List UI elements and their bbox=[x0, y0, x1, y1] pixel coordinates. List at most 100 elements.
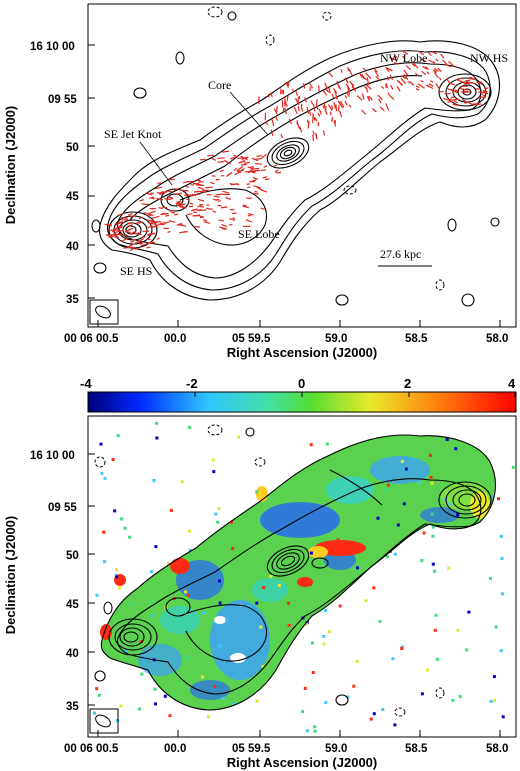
polarization-vector bbox=[274, 169, 279, 173]
polarization-vector bbox=[447, 101, 452, 103]
polarization-vector bbox=[174, 213, 179, 216]
polarization-vector bbox=[115, 233, 123, 236]
bottom-negative-contours bbox=[94, 424, 445, 717]
polarization-vector bbox=[201, 189, 209, 192]
polarization-vector bbox=[364, 85, 368, 90]
polarization-vector bbox=[437, 67, 442, 73]
polarization-vector bbox=[339, 110, 343, 118]
bottom-y-axis-title: Declination (J2000) bbox=[3, 516, 18, 635]
polarization-vector bbox=[435, 58, 439, 62]
label-nw-hs: NW HS bbox=[470, 51, 508, 65]
rm-pixel bbox=[103, 560, 107, 564]
rm-pixel bbox=[324, 701, 328, 705]
polarization-vector bbox=[347, 66, 350, 72]
rm-pixel bbox=[322, 642, 326, 646]
polarization-vector bbox=[158, 192, 163, 195]
polarization-vector bbox=[260, 153, 267, 160]
polarization-vector bbox=[253, 192, 259, 195]
rm-pixel bbox=[218, 644, 222, 648]
polarization-vector bbox=[409, 81, 415, 86]
rm-pixel bbox=[111, 458, 115, 461]
polarization-vector bbox=[322, 90, 328, 96]
rm-pixel bbox=[420, 692, 424, 696]
rm-pixel bbox=[417, 481, 421, 485]
rm-pixel bbox=[188, 425, 192, 429]
rm-pixel bbox=[269, 574, 273, 578]
polarization-vector bbox=[440, 53, 445, 59]
polarization-vector bbox=[221, 223, 228, 228]
polarization-vector bbox=[233, 167, 238, 172]
polarization-vector bbox=[438, 77, 442, 81]
polarization-vector bbox=[253, 158, 262, 161]
polarization-vector bbox=[273, 164, 278, 167]
polarization-vector bbox=[328, 104, 333, 112]
rm-pixel bbox=[511, 465, 515, 469]
polarization-vector bbox=[197, 186, 205, 191]
polarization-vector bbox=[481, 91, 486, 94]
polarization-vector bbox=[451, 98, 460, 101]
polarization-vector bbox=[403, 69, 409, 76]
polarization-vector bbox=[191, 208, 198, 212]
polarization-vector bbox=[261, 189, 268, 193]
polarization-vector bbox=[417, 83, 425, 89]
rm-pixel bbox=[154, 421, 158, 425]
rm-pixel bbox=[261, 664, 265, 668]
rm-pixel bbox=[338, 604, 342, 608]
polarization-vector bbox=[247, 213, 254, 216]
rm-pixel bbox=[477, 462, 481, 465]
rm-pixel bbox=[99, 442, 103, 446]
polarization-vector bbox=[113, 228, 120, 231]
polarization-vector bbox=[337, 100, 341, 105]
polarization-vector bbox=[312, 103, 316, 112]
rm-pixel bbox=[369, 717, 373, 721]
polarization-vector bbox=[401, 75, 407, 80]
polarization-vector bbox=[279, 88, 282, 95]
polarization-vector bbox=[265, 120, 268, 126]
polarization-vector bbox=[396, 85, 401, 92]
rm-pixel bbox=[400, 647, 404, 650]
top-xtick-3: 59.0 bbox=[325, 333, 347, 345]
polarization-vector bbox=[146, 212, 154, 217]
rm-pixel bbox=[200, 675, 204, 679]
rm-pixel bbox=[430, 481, 434, 485]
polarization-vector bbox=[344, 94, 348, 99]
polarization-vector bbox=[476, 81, 483, 85]
polarization-vector bbox=[193, 211, 198, 214]
polarization-vector bbox=[182, 231, 189, 233]
polarization-vector bbox=[307, 120, 310, 129]
polarization-vector bbox=[403, 74, 409, 80]
bottom-ytick-4: 40 bbox=[66, 648, 79, 660]
top-ytick-3: 45 bbox=[66, 191, 79, 203]
colorbar-tick-1: -2 bbox=[186, 376, 198, 391]
rm-pixel bbox=[430, 512, 434, 516]
polarization-vector bbox=[221, 228, 226, 230]
polarization-vector bbox=[156, 237, 160, 241]
polarization-vector bbox=[233, 154, 238, 158]
rm-pixel bbox=[138, 707, 142, 711]
polarization-vector bbox=[247, 168, 254, 174]
rm-pixel bbox=[100, 471, 104, 475]
rm-pixel bbox=[386, 483, 390, 487]
polarization-vector bbox=[124, 231, 131, 234]
polarization-vector bbox=[449, 82, 456, 86]
colorbar-ticks bbox=[87, 392, 516, 397]
polarization-vector bbox=[147, 225, 154, 228]
polarization-vector bbox=[335, 96, 338, 100]
polarization-vector bbox=[219, 169, 224, 172]
polarization-vector bbox=[117, 212, 125, 217]
rm-pixel bbox=[180, 480, 184, 484]
rm-pixel bbox=[431, 534, 435, 538]
polarization-vector bbox=[393, 53, 398, 59]
rm-pixel bbox=[372, 712, 376, 716]
polarization-vector bbox=[328, 71, 334, 78]
colorbar-tick-0: -4 bbox=[80, 376, 92, 391]
polarization-vector bbox=[196, 179, 201, 182]
rm-pixel bbox=[152, 643, 156, 647]
rm-pixel bbox=[456, 628, 460, 632]
polarization-vector bbox=[221, 150, 230, 153]
polarization-vector bbox=[300, 107, 304, 112]
rm-pixel bbox=[308, 553, 312, 557]
polarization-vector bbox=[340, 69, 343, 73]
rm-pixel bbox=[433, 628, 437, 632]
